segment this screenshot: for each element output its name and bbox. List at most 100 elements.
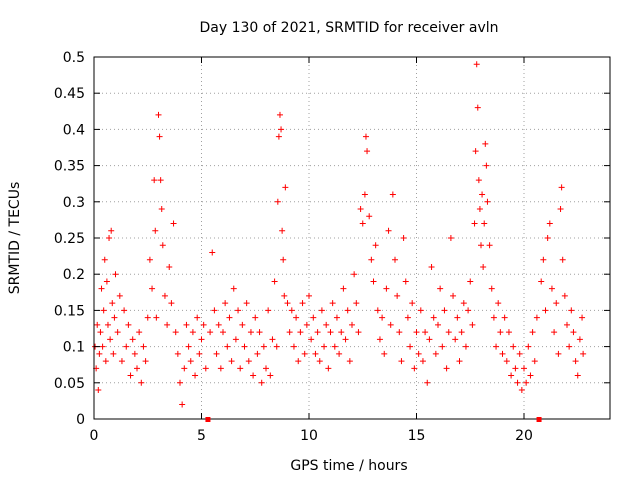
data-point bbox=[486, 242, 493, 249]
data-point bbox=[274, 198, 281, 205]
data-point bbox=[310, 314, 317, 321]
data-point bbox=[411, 365, 418, 372]
data-point bbox=[574, 372, 581, 379]
data-point bbox=[338, 329, 345, 336]
data-point bbox=[230, 285, 237, 292]
data-point bbox=[546, 220, 553, 227]
data-point bbox=[353, 300, 360, 307]
data-point bbox=[321, 343, 328, 350]
data-point bbox=[299, 300, 306, 307]
data-point bbox=[357, 206, 364, 213]
data-point bbox=[295, 358, 302, 365]
data-point bbox=[447, 235, 454, 241]
data-point bbox=[220, 329, 226, 336]
data-point bbox=[553, 300, 560, 307]
data-point bbox=[439, 343, 446, 350]
data-point bbox=[472, 148, 479, 155]
data-point bbox=[443, 365, 450, 372]
data-point bbox=[136, 329, 143, 336]
data-point bbox=[374, 307, 381, 314]
data-point bbox=[278, 126, 285, 133]
data-point bbox=[131, 350, 138, 357]
data-point bbox=[286, 329, 293, 336]
data-point bbox=[383, 285, 390, 292]
data-point bbox=[254, 350, 261, 357]
data-point bbox=[508, 372, 515, 379]
data-point bbox=[108, 227, 115, 234]
data-point bbox=[479, 191, 486, 198]
data-point bbox=[103, 278, 110, 285]
data-point bbox=[488, 285, 495, 292]
data-point bbox=[527, 372, 534, 379]
data-point bbox=[318, 307, 325, 314]
data-point bbox=[211, 307, 218, 314]
data-point bbox=[432, 350, 439, 357]
data-point bbox=[540, 256, 547, 263]
data-point bbox=[109, 300, 116, 307]
data-point bbox=[161, 292, 168, 299]
data-point bbox=[366, 213, 373, 220]
data-point bbox=[342, 336, 349, 343]
data-point bbox=[213, 350, 220, 357]
data-point bbox=[276, 111, 283, 118]
data-point bbox=[503, 358, 510, 365]
data-point bbox=[271, 278, 278, 285]
data-point bbox=[435, 321, 441, 328]
data-point bbox=[333, 314, 340, 321]
y-tick-label: 0.5 bbox=[63, 50, 85, 66]
data-point bbox=[260, 343, 267, 350]
data-point bbox=[215, 321, 222, 328]
data-point bbox=[430, 314, 437, 321]
data-point bbox=[198, 336, 205, 343]
data-point bbox=[394, 292, 401, 299]
data-point bbox=[426, 336, 433, 343]
y-tick-label: 0.4 bbox=[63, 122, 85, 138]
data-point bbox=[316, 358, 323, 365]
data-point bbox=[409, 300, 416, 307]
data-point bbox=[232, 336, 239, 343]
axis-ticks bbox=[93, 56, 610, 420]
x-tick-label: 0 bbox=[90, 428, 99, 444]
y-tick-label: 0.35 bbox=[54, 159, 85, 175]
data-point bbox=[542, 307, 549, 314]
data-point bbox=[473, 61, 480, 68]
data-point bbox=[572, 358, 579, 365]
data-point bbox=[404, 314, 411, 321]
data-point bbox=[245, 358, 252, 365]
data-point bbox=[533, 314, 540, 321]
data-point bbox=[258, 379, 265, 386]
data-point bbox=[364, 148, 371, 155]
data-point bbox=[481, 220, 488, 227]
data-point bbox=[224, 343, 231, 350]
data-point bbox=[362, 133, 369, 140]
data-point bbox=[566, 343, 573, 350]
data-point bbox=[392, 256, 398, 263]
data-point bbox=[580, 350, 587, 357]
data-point bbox=[441, 307, 448, 314]
data-point bbox=[467, 278, 474, 285]
data-point bbox=[331, 343, 338, 350]
data-point bbox=[174, 350, 181, 357]
data-point bbox=[346, 358, 353, 365]
data-point bbox=[460, 300, 467, 307]
data-point bbox=[95, 387, 102, 394]
y-tick-label: 0.05 bbox=[54, 376, 85, 392]
data-point bbox=[370, 278, 377, 285]
data-point bbox=[279, 227, 286, 234]
data-point bbox=[164, 321, 171, 328]
data-point bbox=[497, 329, 504, 336]
data-point bbox=[458, 329, 465, 336]
y-axis-label: SRMTID / TECUs bbox=[7, 182, 23, 295]
data-point bbox=[110, 350, 117, 357]
data-point bbox=[510, 343, 517, 350]
x-tick-label: 5 bbox=[197, 428, 206, 444]
data-point bbox=[559, 256, 566, 263]
data-point bbox=[172, 329, 179, 336]
data-point bbox=[239, 321, 246, 328]
data-point bbox=[155, 111, 162, 118]
data-point bbox=[209, 249, 216, 256]
data-point bbox=[413, 329, 420, 336]
data-point bbox=[538, 278, 545, 285]
data-point bbox=[376, 336, 383, 343]
data-point bbox=[523, 379, 530, 386]
